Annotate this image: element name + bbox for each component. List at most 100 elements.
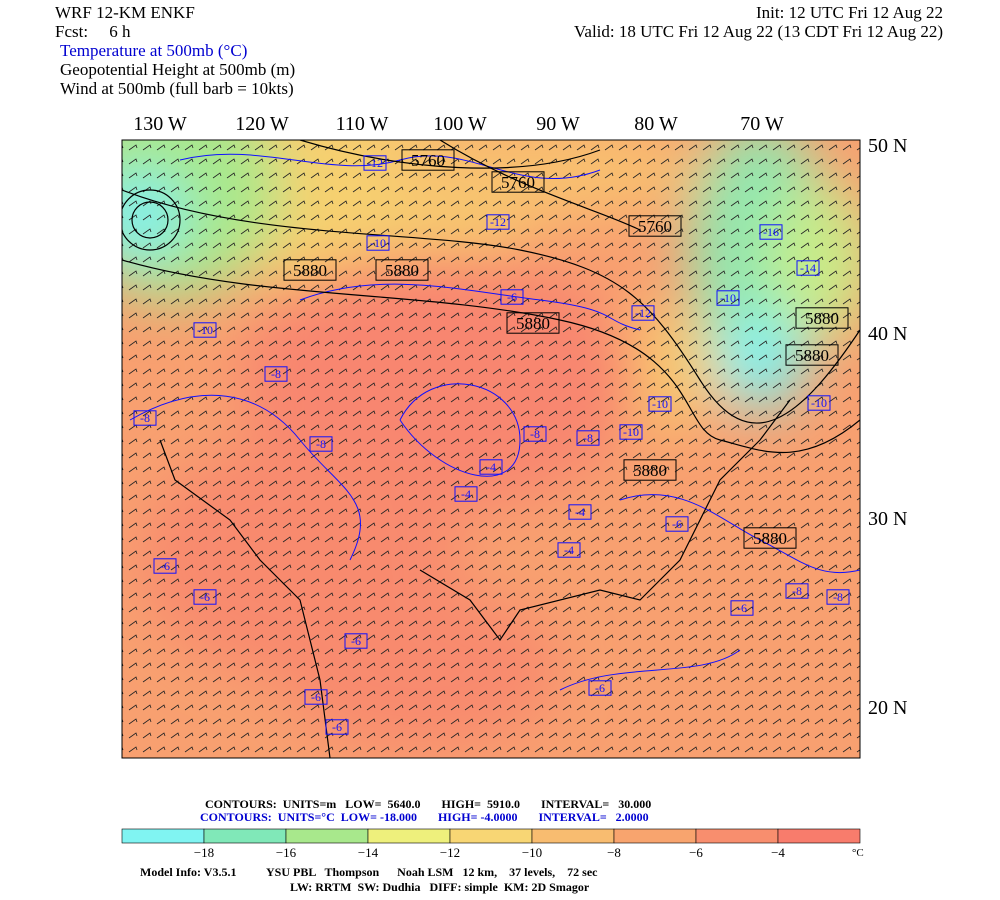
contour-label: -6 bbox=[351, 634, 361, 648]
label-box bbox=[826, 589, 850, 605]
colorbar-unit: °C bbox=[852, 847, 864, 859]
colorbar-swatch bbox=[449, 828, 533, 844]
contour-label: -12 bbox=[490, 215, 506, 229]
contour-label: -12 bbox=[635, 306, 651, 320]
colorbar-tick-label: −4 bbox=[771, 845, 785, 860]
label-box bbox=[785, 583, 809, 599]
contour-label: 5880 bbox=[293, 261, 327, 280]
contour-label: 5880 bbox=[805, 309, 839, 328]
contour-label: 5880 bbox=[385, 261, 419, 280]
contour-label: -6 bbox=[595, 681, 605, 695]
label-box bbox=[743, 527, 797, 549]
contour-labels: 5760 5760 5760 5880 5880 5880 5880 5880 5880 5880… bbox=[133, 149, 850, 735]
longitude-label: 80 W bbox=[634, 113, 678, 135]
contour-label: 5880 bbox=[795, 346, 829, 365]
colorbar-tick-label: −18 bbox=[194, 845, 214, 860]
label-box bbox=[366, 235, 390, 251]
label-box bbox=[193, 589, 217, 605]
contour-label: -6 bbox=[737, 601, 747, 615]
label-box bbox=[795, 307, 849, 329]
colorbar: −18 −16 −14 −12 −10 −8 −6 −4 °C bbox=[121, 828, 864, 860]
contour-label: -4 bbox=[564, 543, 574, 557]
label-box bbox=[665, 516, 689, 532]
map-axes: 130 W 120 W 110 W 100 W 90 W 80 W 70 W 50 N 40 N… bbox=[133, 113, 907, 719]
contour-label: -6 bbox=[160, 559, 170, 573]
contour-label: -6 bbox=[311, 690, 321, 704]
label-box bbox=[623, 459, 677, 481]
colorbar-swatch bbox=[121, 828, 205, 844]
map-frame bbox=[121, 139, 861, 759]
contour-label: -14 bbox=[800, 261, 816, 275]
contour-label: 5760 bbox=[638, 217, 672, 236]
label-box bbox=[807, 395, 831, 411]
contour-label: -10 bbox=[370, 236, 386, 250]
contour-label: -10 bbox=[811, 396, 827, 410]
forecast-hour: Fcst: 6 h bbox=[55, 22, 131, 41]
label-box bbox=[304, 689, 328, 705]
contour-label: -10 bbox=[652, 397, 668, 411]
latitude-label: 30 N bbox=[868, 508, 907, 530]
label-box bbox=[557, 542, 581, 558]
contour-label: -12 bbox=[367, 156, 383, 170]
contour-label: 5880 bbox=[516, 314, 550, 333]
label-box bbox=[648, 396, 672, 412]
colorbar-swatch bbox=[613, 828, 697, 844]
model-info: Model Info: V3.5.1 YSU PBL Thompson Noah… bbox=[140, 865, 598, 879]
field-name: Wind at 500mb (full barb = 10kts) bbox=[60, 79, 294, 98]
longitude-label: 120 W bbox=[235, 113, 289, 135]
contour-label: -8 bbox=[583, 431, 593, 445]
label-box bbox=[309, 436, 333, 452]
field-name: Geopotential Height at 500mb (m) bbox=[60, 60, 295, 79]
init-time: Init: 12 UTC Fri 12 Aug 22 bbox=[756, 3, 943, 22]
label-box bbox=[568, 504, 592, 520]
contour-label: -4 bbox=[486, 460, 496, 474]
physics-info: LW: RRTM SW: Dudhia DIFF: simple KM: 2D … bbox=[290, 880, 590, 894]
contour-label: -8 bbox=[833, 590, 843, 604]
label-box bbox=[628, 215, 682, 237]
label-box bbox=[375, 259, 429, 281]
contour-label: -8 bbox=[316, 437, 326, 451]
contour-label: -8 bbox=[792, 584, 802, 598]
longitude-label: 100 W bbox=[433, 113, 487, 135]
colorbar-tick-label: −12 bbox=[440, 845, 460, 860]
label-box bbox=[283, 259, 337, 281]
contour-label: -6 bbox=[672, 517, 682, 531]
label-box bbox=[796, 260, 820, 276]
latitude-label: 50 N bbox=[868, 135, 907, 157]
contour-label: 5880 bbox=[633, 461, 667, 480]
colorbar-swatch bbox=[777, 828, 861, 844]
label-box bbox=[264, 366, 288, 382]
contour-label: -16 bbox=[763, 225, 779, 239]
field-name: Temperature at 500mb (°C) bbox=[60, 41, 247, 60]
contour-label: -8 bbox=[271, 367, 281, 381]
colorbar-swatch bbox=[285, 828, 369, 844]
label-box bbox=[759, 224, 783, 240]
contour-label: 5880 bbox=[753, 529, 787, 548]
colorbar-tick-label: −8 bbox=[607, 845, 621, 860]
latitude-label: 20 N bbox=[868, 697, 907, 719]
contour-label: -10 bbox=[720, 291, 736, 305]
contour-label: -10 bbox=[623, 425, 639, 439]
contour-label: -6 bbox=[507, 290, 517, 304]
model-name: WRF 12-KM ENKF bbox=[55, 3, 195, 22]
label-box bbox=[325, 719, 349, 735]
colorbar-tick-label: −6 bbox=[689, 845, 703, 860]
label-box bbox=[344, 633, 368, 649]
label-box bbox=[619, 424, 643, 440]
label-box bbox=[576, 430, 600, 446]
map-field bbox=[122, 140, 860, 758]
label-box bbox=[785, 344, 839, 366]
label-box bbox=[506, 312, 560, 334]
longitude-label: 90 W bbox=[536, 113, 580, 135]
colorbar-swatch bbox=[531, 828, 615, 844]
contour-label: 5760 bbox=[501, 173, 535, 192]
contour-label: -8 bbox=[530, 427, 540, 441]
temperature-contour-info: CONTOURS: UNITS=°C LOW= -18.000 HIGH= -4… bbox=[200, 810, 649, 824]
contour-label: -4 bbox=[461, 487, 471, 501]
longitude-label: 130 W bbox=[133, 113, 187, 135]
colorbar-tick-label: −16 bbox=[276, 845, 297, 860]
label-box bbox=[479, 459, 503, 475]
label-box bbox=[193, 322, 217, 338]
colorbar-swatch bbox=[203, 828, 287, 844]
